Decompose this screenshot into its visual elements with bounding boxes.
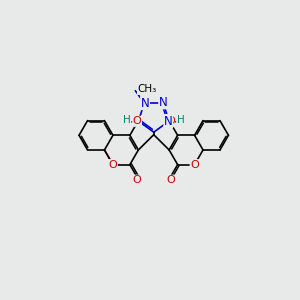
Text: O: O [167, 175, 176, 185]
Text: O: O [132, 175, 141, 185]
Text: O: O [190, 160, 199, 170]
Text: N: N [141, 97, 149, 110]
Text: H: H [177, 115, 184, 124]
Text: N: N [164, 115, 173, 128]
Text: N: N [159, 96, 168, 109]
Text: O: O [109, 160, 117, 170]
Text: O: O [166, 116, 175, 126]
Text: H: H [123, 115, 131, 124]
Text: O: O [133, 116, 142, 126]
Text: CH₃: CH₃ [138, 84, 157, 94]
